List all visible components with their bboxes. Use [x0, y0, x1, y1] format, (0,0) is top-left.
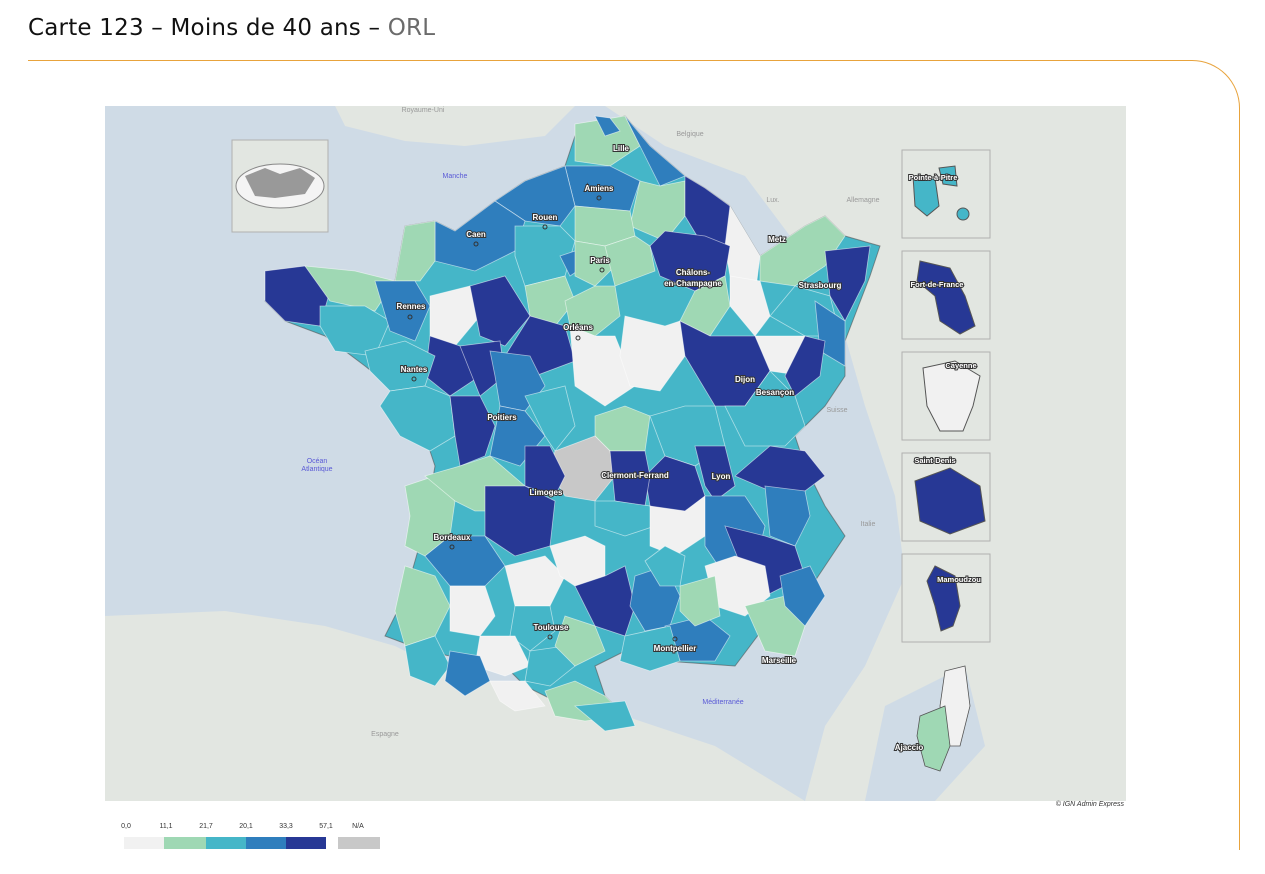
title-main: Carte 123 – Moins de 40 ans –: [28, 15, 388, 41]
country-label: Royaume-Uni: [402, 107, 445, 114]
legend-break: 20,1: [239, 823, 253, 830]
city-label: Lille: [613, 144, 630, 153]
land-continent: [605, 106, 1126, 801]
city-marker: [547, 634, 553, 640]
city-label: Dijon: [735, 375, 755, 384]
land-spain: [105, 611, 805, 801]
city-label: Rouen: [533, 213, 558, 222]
inset-reunion: [901, 452, 991, 542]
sea-label: Méditerranée: [702, 699, 743, 706]
legend-break: 21,7: [199, 823, 213, 830]
city-label: Lyon: [712, 472, 731, 481]
inset-mayotte: [901, 553, 991, 643]
city-marker: [672, 636, 678, 642]
content-frame: [28, 60, 1240, 850]
overseas-label: Cayenne: [945, 361, 976, 370]
city-label: Limoges: [530, 488, 563, 497]
city-marker: [449, 544, 455, 550]
corsica-south: [916, 705, 951, 772]
legend-break: 57,1: [319, 823, 333, 830]
city-label: Rennes: [397, 302, 426, 311]
legend-break: 33,3: [279, 823, 293, 830]
city-label: Ajaccio: [895, 743, 924, 752]
city-label: Montpellier: [654, 644, 697, 653]
land-uk: [335, 106, 575, 146]
legend-na-label: N/A: [352, 823, 364, 830]
city-label: Orléans: [563, 323, 593, 332]
city-marker: [599, 267, 605, 273]
country-label: Espagne: [371, 731, 399, 738]
city-marker: [542, 224, 548, 230]
city-label: Strasbourg: [799, 281, 842, 290]
sea-label: Océan: [307, 458, 328, 465]
legend-swatch-class-2: [206, 837, 246, 849]
overseas-label: Mamoudzou: [937, 575, 981, 584]
city-marker: [407, 314, 413, 320]
city-label: Châlons-: [676, 268, 711, 277]
country-label: Suisse: [826, 407, 847, 414]
city-label: Besançon: [756, 388, 794, 397]
legend-swatch-class-1: [164, 837, 206, 849]
legend-swatch-class-4: [286, 837, 326, 849]
city-label: Marseille: [762, 656, 797, 665]
city-marker: [596, 195, 602, 201]
legend-swatch-class-3: [246, 837, 286, 849]
country-label: Lux.: [766, 197, 779, 204]
city-marker: [473, 241, 479, 247]
inset-guyane: [901, 351, 991, 441]
city-label: Paris: [590, 256, 610, 265]
france-departments: [264, 115, 881, 732]
land-brittany-sea: [105, 106, 345, 126]
overseas-label: Fort-de-France: [911, 280, 964, 289]
city-label: Metz: [768, 235, 786, 244]
map: Manche Océan Atlantique Méditerranée Roy…: [105, 106, 1126, 801]
country-label: Allemagne: [846, 197, 879, 204]
sea-label: Atlantique: [301, 466, 332, 473]
sea-label: Manche: [443, 173, 468, 180]
inset-world: [231, 139, 329, 233]
city-label: Toulouse: [534, 623, 570, 632]
map-credit: © IGN Admin Express: [1055, 801, 1124, 808]
overseas-label: Saint-Denis: [914, 456, 955, 465]
country-label: Belgique: [676, 131, 703, 138]
city-label: Amiens: [585, 184, 614, 193]
legend-swatch-class-0: [124, 837, 164, 849]
country-label: Italie: [861, 521, 876, 528]
city-label: Caen: [466, 230, 486, 239]
inset-martinique: [901, 250, 991, 340]
city-marker: [575, 335, 581, 341]
city-label: Nantes: [401, 365, 428, 374]
inset-guadeloupe: [901, 149, 991, 239]
page-title: Carte 123 – Moins de 40 ans – ORL: [28, 15, 435, 41]
legend-swatch-na: [338, 837, 380, 849]
title-specialty: ORL: [387, 15, 436, 41]
legend-break: 11,1: [159, 823, 173, 830]
city-label: Clermont-Ferrand: [601, 471, 669, 480]
city-label: en-Champagne: [664, 279, 722, 288]
overseas-label: Pointe-à-Pitre: [909, 173, 958, 182]
map-legend: 0,0 11,1 21,7 20,1 33,3 57,1 N/A: [118, 823, 388, 853]
city-marker: [411, 376, 417, 382]
city-label: Bordeaux: [434, 533, 471, 542]
legend-break: 0,0: [121, 823, 131, 830]
city-label: Poitiers: [487, 413, 517, 422]
